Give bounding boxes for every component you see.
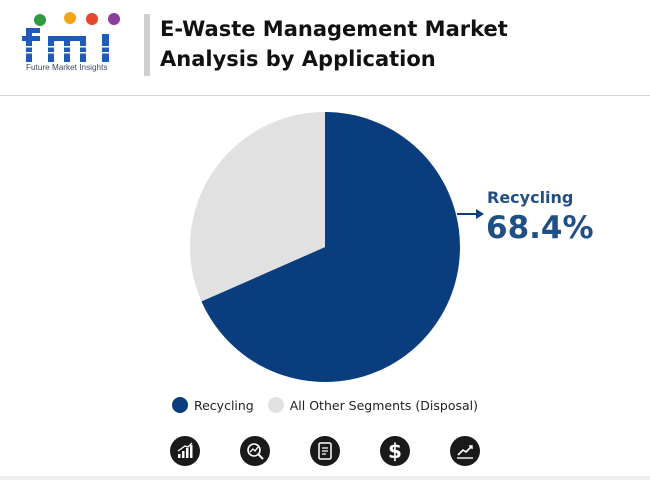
title-line-1: E-Waste Management Market <box>160 17 508 41</box>
pie-slice-other <box>190 112 325 302</box>
legend-swatch-recycling <box>171 397 188 413</box>
legend-item-other: All Other Segments (Disposal) <box>267 397 479 413</box>
legend-item-recycling: Recycling <box>171 397 254 413</box>
logo-subtitle: Future Market Insights <box>26 63 108 72</box>
legend-label-recycling: Recycling <box>193 397 254 413</box>
legend-label-other: All Other Segments (Disposal) <box>289 397 479 413</box>
footer-icon-row: $ <box>0 436 650 466</box>
pie-slice-recycling <box>201 112 461 383</box>
header: Future Market Insights E-Waste Managemen… <box>0 0 650 96</box>
legend: Recycling All Other Segments (Disposal) <box>0 397 650 413</box>
callout-value: 68.4% <box>486 210 594 246</box>
footer-divider <box>0 476 650 480</box>
header-divider <box>0 95 650 96</box>
dollar-icon: $ <box>380 436 410 466</box>
pie-chart <box>190 112 484 383</box>
fmi-logo <box>22 12 122 62</box>
svg-text:$: $ <box>388 440 402 462</box>
growth-chart-icon <box>170 436 200 466</box>
callout-arrow-head <box>476 209 484 219</box>
callout-label: Recycling <box>487 188 574 207</box>
title-accent-bar <box>144 14 150 76</box>
title-line-2: Analysis by Application <box>160 47 436 71</box>
magnifier-chart-icon <box>240 436 270 466</box>
page-title: E-Waste Management Market Analysis by Ap… <box>160 14 630 74</box>
trend-chart-icon <box>450 436 480 466</box>
legend-swatch-other <box>267 397 284 413</box>
report-document-icon <box>310 436 340 466</box>
